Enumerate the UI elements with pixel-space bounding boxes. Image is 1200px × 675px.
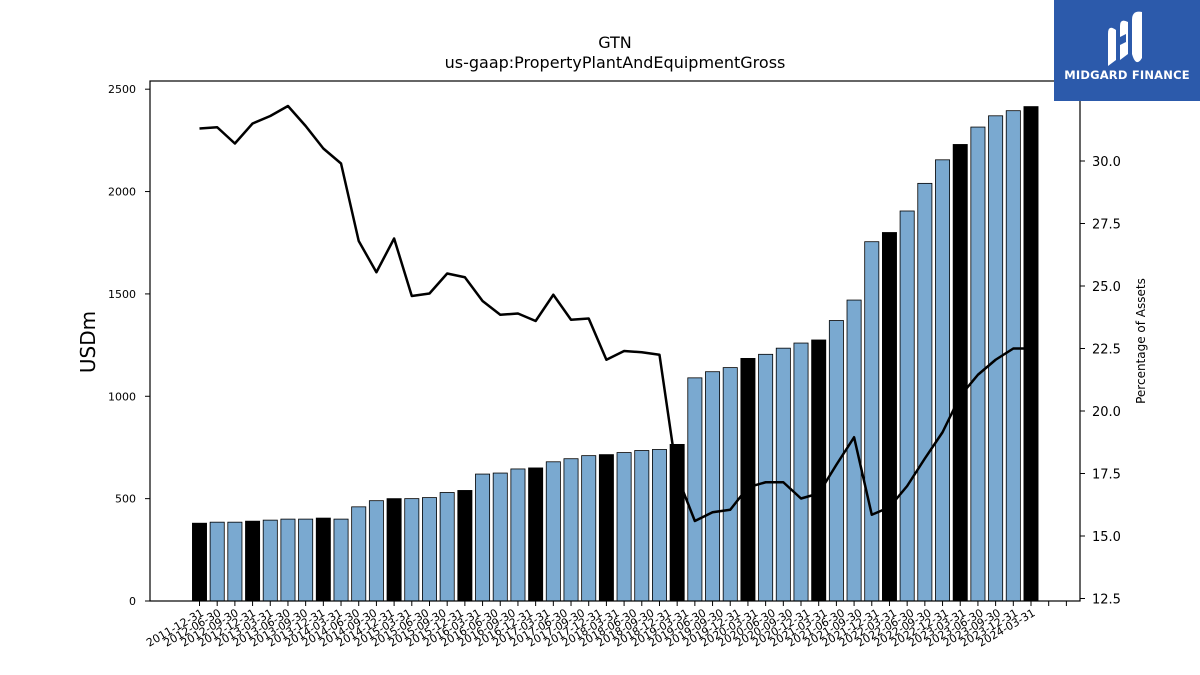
- y2-tick-label: 22.5: [1092, 343, 1121, 358]
- plot-frame: [149, 80, 1081, 602]
- logo-mark-icon: [1108, 11, 1142, 66]
- bar-2022-09-30: [952, 144, 968, 602]
- bar-2016-09-30: [528, 467, 544, 602]
- bar-2012-03-31: [209, 521, 225, 602]
- y2-tick-label: 27.5: [1092, 218, 1121, 233]
- bar-2014-12-31: [404, 498, 420, 602]
- y2-tick-label: 25.0: [1092, 280, 1121, 295]
- bar-2023-06-30: [1005, 110, 1021, 602]
- y2-axis-label: Percentage of Assets: [1134, 278, 1148, 404]
- chart-subtitle: us-gaap:PropertyPlantAndEquipmentGross: [445, 53, 786, 72]
- bar-2020-03-31: [775, 347, 791, 602]
- bar-2021-06-30: [864, 241, 880, 602]
- y-tick-label: 0: [129, 595, 136, 608]
- bar-2014-06-30: [368, 500, 384, 602]
- y2-tick-label: 30.0: [1092, 155, 1121, 170]
- bar-2015-03-31: [422, 497, 437, 602]
- y-axis-left: 0 500 1000 1500 2000 2500: [108, 83, 150, 608]
- y-axis-label: USDm: [76, 311, 100, 373]
- bar-2018-12-31: [687, 377, 703, 602]
- bar-2021-09-30: [881, 232, 897, 602]
- bar-2016-12-31: [545, 461, 561, 602]
- y-tick-label: 1000: [108, 390, 136, 403]
- y2-tick-label: 15.0: [1092, 530, 1121, 545]
- bar-2021-12-31: [899, 210, 915, 602]
- bar-2017-09-30: [598, 454, 614, 602]
- bar-2014-03-31: [351, 506, 367, 602]
- chart-title: GTN: [598, 33, 632, 52]
- bar-2018-03-31: [634, 450, 650, 602]
- y-tick-label: 1500: [108, 288, 136, 301]
- bars: [192, 106, 1039, 602]
- x-axis: 2011-12-312012-06-302012-09-302012-12-31…: [144, 601, 1067, 650]
- bar-2015-09-30: [457, 490, 473, 602]
- bar-2012-12-31: [262, 519, 278, 602]
- y-tick-label: 2000: [108, 186, 136, 199]
- pct-of-assets-line: [199, 104, 1031, 523]
- bar-2012-09-30: [245, 520, 261, 602]
- bar-2020-12-31: [828, 320, 844, 602]
- midgard-finance-logo: MIDGARD FINANCE: [1054, 0, 1200, 101]
- logo-text: MIDGARD FINANCE: [1064, 68, 1190, 82]
- bar-2017-03-31: [563, 458, 579, 602]
- y2-tick-label: 17.5: [1092, 468, 1121, 483]
- bar-2020-06-30: [793, 342, 809, 602]
- bar-2015-12-31: [475, 473, 491, 602]
- bar-2013-06-30: [298, 518, 314, 602]
- bar-2019-06-30: [722, 367, 738, 602]
- bar-2011-12-31: [192, 522, 207, 602]
- bar-2022-03-31: [917, 182, 933, 602]
- bar-2015-06-30: [439, 492, 455, 602]
- bar-2017-06-30: [581, 455, 597, 602]
- y-axis-right: 12.5 15.0 17.5 20.0 22.5 25.0 27.5 30.0: [1080, 155, 1121, 608]
- bar-2014-09-30: [386, 498, 402, 602]
- bar-2012-06-30: [227, 521, 243, 602]
- bar-2022-12-31: [970, 126, 986, 602]
- y2-tick-label: 12.5: [1092, 593, 1121, 608]
- bar-2023-09-30: [1023, 106, 1039, 602]
- bar-2019-12-31: [758, 353, 774, 602]
- bar-2013-12-31: [333, 518, 349, 602]
- bar-2020-09-30: [811, 339, 827, 602]
- bar-2019-03-31: [705, 371, 721, 602]
- bar-2022-06-30: [935, 159, 951, 602]
- bar-2021-03-31: [846, 299, 862, 602]
- bar-2013-09-30: [315, 517, 331, 602]
- bar-2016-06-30: [510, 468, 526, 602]
- bar-2013-03-31: [280, 518, 296, 602]
- y-tick-label: 2500: [108, 83, 136, 96]
- bar-2018-06-30: [652, 449, 667, 602]
- y2-tick-label: 20.0: [1092, 405, 1121, 420]
- bar-2016-03-31: [492, 472, 508, 602]
- bar-2019-09-30: [740, 357, 756, 602]
- y-tick-label: 500: [115, 493, 136, 506]
- bar-2017-12-31: [616, 452, 632, 602]
